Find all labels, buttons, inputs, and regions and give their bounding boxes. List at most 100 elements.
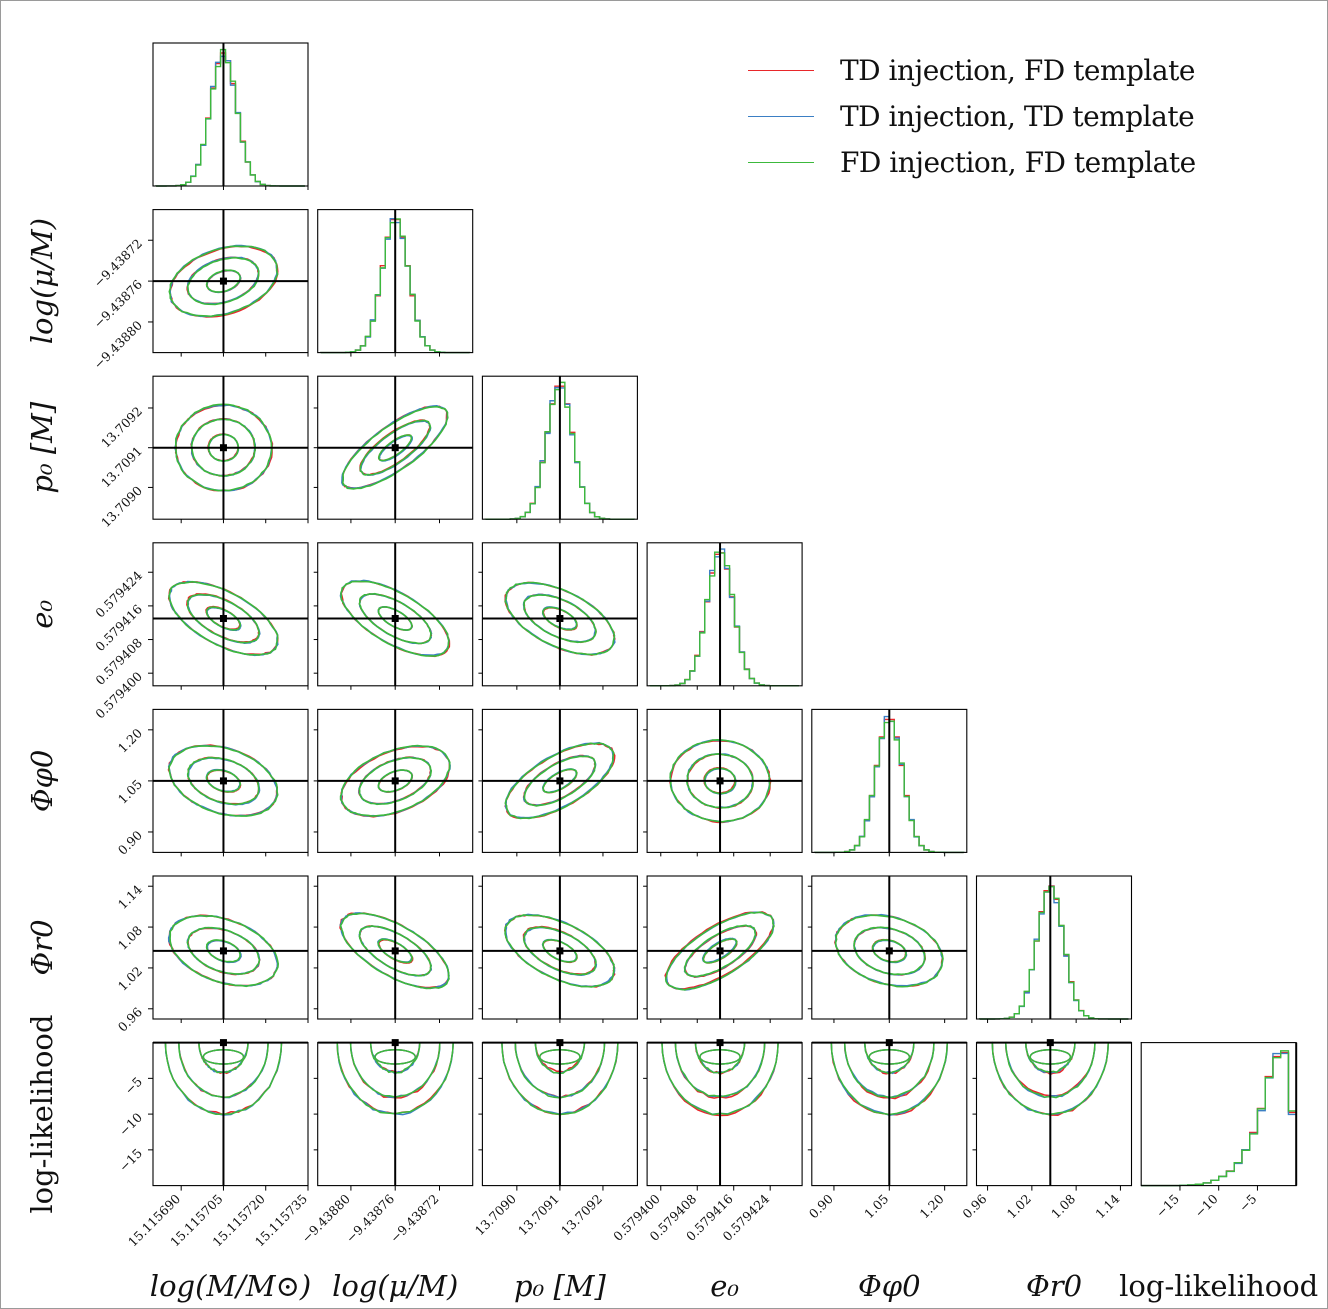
- loglike-contour: [991, 1041, 1110, 1116]
- histogram-step-1: [979, 885, 1129, 1020]
- loglike-panel-0: [153, 1039, 308, 1186]
- x-tick-label: −15: [1153, 1191, 1182, 1220]
- x-tick-label: −10: [1192, 1191, 1221, 1220]
- legend-label: TD injection, TD template: [840, 100, 1195, 133]
- truth-marker: [556, 777, 564, 785]
- diag-histogram-6: [1141, 1042, 1298, 1187]
- contour-3-sigma: [205, 269, 241, 293]
- contour-1-sigma: [168, 745, 279, 817]
- y-tick-label: −5: [121, 1074, 145, 1098]
- contour-2-sigma: [685, 752, 754, 809]
- contour-1-sigma: [339, 912, 450, 990]
- contour-1-sigma: [664, 911, 775, 991]
- contour-panel-2-0: [153, 376, 308, 520]
- loglike-panel-4: [811, 1039, 967, 1186]
- contour-3-sigma: [377, 606, 413, 631]
- contour-2-sigma: [186, 926, 261, 975]
- truth-marker: [219, 277, 227, 285]
- y-tick-label: 13.7091: [98, 443, 145, 490]
- contour-3-sigma: [377, 938, 413, 964]
- contour-3-sigma: [542, 768, 578, 794]
- diag-histogram-4: [814, 709, 964, 854]
- contour-2-sigma: [523, 594, 597, 644]
- loglike-contour: [514, 1041, 606, 1099]
- y-axis-label: p₀ [M]: [25, 401, 59, 493]
- legend-swatch: [748, 116, 814, 117]
- x-tick-label: 1.20: [916, 1191, 946, 1221]
- contour-panel-4-2: [482, 709, 638, 853]
- loglike-contour: [349, 1041, 441, 1098]
- x-tick-label: 1.14: [1092, 1191, 1122, 1221]
- legend-label: FD injection, FD template: [840, 146, 1196, 179]
- contour-2-sigma: [359, 419, 432, 476]
- loglike-panel-2: [482, 1039, 638, 1186]
- loglike-contour: [863, 1041, 915, 1075]
- contour-3-sigma: [541, 606, 578, 631]
- diag-histogram-2: [485, 376, 635, 520]
- contour-1-sigma: [504, 581, 616, 656]
- loglike-contour: [661, 1041, 779, 1116]
- y-tick-label: 0.96: [115, 1004, 145, 1034]
- y-tick-label: 1.20: [115, 725, 145, 755]
- y-tick-label: −10: [116, 1110, 145, 1139]
- legend-label: TD injection, FD template: [840, 54, 1195, 87]
- contour-3-sigma: [871, 938, 907, 963]
- contour-1-sigma: [168, 580, 279, 656]
- panel-frame: [975, 875, 1133, 1020]
- legend-swatch: [748, 162, 814, 163]
- legend-swatch: [748, 70, 814, 71]
- contour-2-sigma: [853, 926, 926, 976]
- diag-histogram-0: [155, 43, 305, 187]
- y-tick-label: 1.02: [115, 963, 145, 993]
- x-tick-label: 1.05: [861, 1191, 891, 1221]
- histogram-step-2: [155, 48, 305, 187]
- loglike-contour: [501, 1041, 619, 1116]
- truth-marker: [219, 777, 227, 785]
- loglike-contour: [534, 1041, 586, 1074]
- contour-panel-4-3: [647, 709, 803, 853]
- x-axis-label: log-likelihood: [1119, 1269, 1318, 1303]
- contour-1-sigma: [504, 742, 615, 820]
- loglike-contour: [198, 1041, 249, 1074]
- y-tick-label: 13.7090: [98, 483, 145, 530]
- panel-frame: [646, 875, 803, 1020]
- contour-2-sigma: [358, 592, 432, 645]
- contour-3-sigma: [377, 434, 413, 462]
- x-tick-label: −5: [1236, 1191, 1260, 1215]
- contour-1-sigma: [341, 405, 449, 490]
- truth-marker: [219, 444, 227, 452]
- contour-1-sigma: [169, 914, 280, 988]
- y-tick-label: 1.05: [115, 776, 145, 806]
- panel-frame: [152, 542, 309, 687]
- y-axis-label: Φr0: [25, 919, 59, 975]
- contour-3-sigma: [205, 769, 242, 793]
- contour-panel-4-1: [317, 709, 473, 853]
- contour-2-sigma: [523, 755, 597, 807]
- loglike-contour: [369, 1041, 421, 1074]
- contour-1-sigma: [339, 744, 451, 818]
- panel-frame: [646, 542, 803, 687]
- diag-histogram-1: [320, 209, 470, 354]
- loglike-contour: [843, 1041, 935, 1099]
- y-tick-label: 13.7092: [98, 403, 145, 450]
- truth-marker: [885, 947, 893, 955]
- contour-panel-1-0: [153, 209, 308, 353]
- truth-marker: [219, 615, 227, 623]
- contour-2-sigma: [522, 926, 597, 976]
- panel-frame: [152, 42, 309, 187]
- histogram-step-2: [1141, 1050, 1297, 1187]
- loglike-contour: [694, 1041, 746, 1074]
- contour-2-sigma: [358, 756, 433, 806]
- diag-histogram-3: [650, 542, 799, 687]
- contour-1-sigma: [168, 245, 279, 318]
- loglike-contour: [164, 1041, 283, 1116]
- contour-2-sigma: [358, 925, 432, 977]
- loglike-panel-5: [976, 1039, 1132, 1186]
- histogram-step-0: [979, 885, 1129, 1020]
- contour-3-sigma: [542, 938, 578, 963]
- contour-2-sigma: [186, 756, 260, 806]
- truth-marker: [391, 615, 399, 623]
- contour-panel-5-4: [811, 876, 967, 1019]
- y-tick-label: 1.14: [115, 882, 145, 912]
- loglike-contour: [1004, 1041, 1096, 1099]
